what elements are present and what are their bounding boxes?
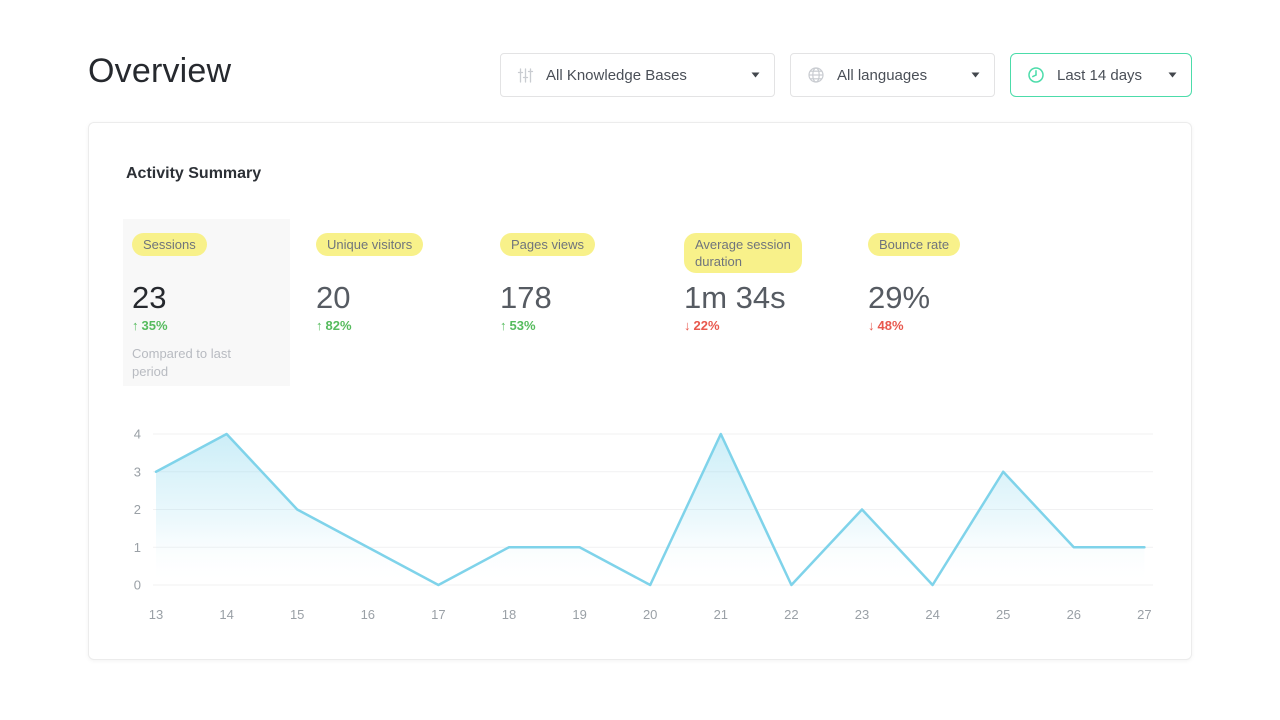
svg-text:21: 21 — [714, 607, 728, 622]
svg-text:25: 25 — [996, 607, 1010, 622]
trend-arrow-icon: ↓ — [684, 318, 691, 334]
metric-value: 1m 34s — [684, 280, 786, 315]
svg-text:15: 15 — [290, 607, 304, 622]
svg-text:3: 3 — [134, 464, 141, 479]
svg-text:22: 22 — [784, 607, 798, 622]
clock-icon — [1027, 66, 1045, 84]
date-range-label: Last 14 days — [1057, 66, 1143, 84]
metric-label-area: Unique visitors — [316, 233, 491, 281]
metric-value: 23 — [132, 280, 167, 315]
metric-change: ↑ 82% — [316, 318, 491, 333]
metric-value: 178 — [500, 280, 552, 315]
svg-text:19: 19 — [572, 607, 586, 622]
metric-change-percent: 35% — [141, 318, 168, 334]
metric-change: ↓ 22% — [684, 318, 859, 333]
metric-change: ↑ 53% — [500, 318, 675, 333]
metric-change-percent: 53% — [509, 318, 536, 334]
metric-label-area: Pages views — [500, 233, 675, 281]
metric-label-area: Bounce rate — [868, 233, 1043, 281]
sliders-icon — [517, 67, 534, 84]
chevron-down-icon — [751, 72, 760, 78]
svg-text:18: 18 — [502, 607, 516, 622]
metric-column-bounce-rate[interactable]: Bounce rate 29% ↓ 48% — [859, 219, 1043, 333]
trend-arrow-icon: ↑ — [500, 318, 507, 334]
metric-change-percent: 22% — [693, 318, 720, 334]
globe-icon — [807, 66, 825, 84]
date-range-dropdown[interactable]: Last 14 days — [1010, 53, 1192, 97]
metrics-row: Sessions 23 ↑ 35% Compared to last period… — [123, 219, 1043, 386]
svg-text:13: 13 — [149, 607, 163, 622]
page-title: Overview — [88, 52, 232, 90]
knowledge-bases-label: All Knowledge Bases — [546, 66, 687, 84]
metric-change-percent: 48% — [877, 318, 904, 334]
metric-change: ↑ 35% — [132, 318, 290, 333]
svg-text:2: 2 — [134, 502, 141, 517]
svg-text:4: 4 — [134, 427, 141, 442]
metric-column-pages-views[interactable]: Pages views 178 ↑ 53% — [491, 219, 675, 333]
metric-label: Bounce rate — [868, 233, 961, 256]
metric-value: 20 — [316, 280, 351, 315]
activity-summary-card: Activity Summary Sessions 23 ↑ 35% Compar… — [88, 122, 1192, 660]
metric-label: Average session duration — [684, 233, 802, 273]
svg-text:26: 26 — [1067, 607, 1081, 622]
svg-text:0: 0 — [134, 578, 141, 593]
knowledge-bases-dropdown[interactable]: All Knowledge Bases — [500, 53, 775, 97]
metric-label: Sessions — [132, 233, 207, 256]
svg-text:17: 17 — [431, 607, 445, 622]
card-title: Activity Summary — [126, 165, 262, 182]
metric-change: ↓ 48% — [868, 318, 1043, 333]
metric-label: Unique visitors — [316, 233, 424, 256]
trend-arrow-icon: ↑ — [132, 318, 139, 334]
trend-arrow-icon: ↑ — [316, 318, 323, 334]
metric-note: Compared to last period — [132, 346, 231, 380]
svg-text:1: 1 — [134, 540, 141, 555]
metric-label: Pages views — [500, 233, 595, 256]
metric-value: 29% — [868, 280, 931, 315]
languages-label: All languages — [837, 66, 928, 84]
metric-label-area: Sessions — [132, 233, 290, 281]
svg-text:27: 27 — [1137, 607, 1151, 622]
chevron-down-icon — [1168, 72, 1177, 78]
metric-change-percent: 82% — [325, 318, 352, 334]
chevron-down-icon — [971, 72, 980, 78]
metric-label-area: Average session duration — [684, 233, 859, 281]
svg-text:16: 16 — [361, 607, 375, 622]
sessions-chart: 0 1 2 3 4 13 14 15 16 17 18 19 20 21 22 23 24 25 26 27 — [123, 418, 1163, 643]
metric-column-unique-visitors[interactable]: Unique visitors 20 ↑ 82% — [307, 219, 491, 333]
svg-text:14: 14 — [219, 607, 233, 622]
metric-column-average-session-duration[interactable]: Average session duration 1m 34s ↓ 22% — [675, 219, 859, 333]
svg-text:20: 20 — [643, 607, 657, 622]
svg-text:23: 23 — [855, 607, 869, 622]
metric-column-sessions[interactable]: Sessions 23 ↑ 35% Compared to last period — [123, 219, 290, 386]
svg-text:24: 24 — [925, 607, 939, 622]
trend-arrow-icon: ↓ — [868, 318, 875, 334]
languages-dropdown[interactable]: All languages — [790, 53, 995, 97]
